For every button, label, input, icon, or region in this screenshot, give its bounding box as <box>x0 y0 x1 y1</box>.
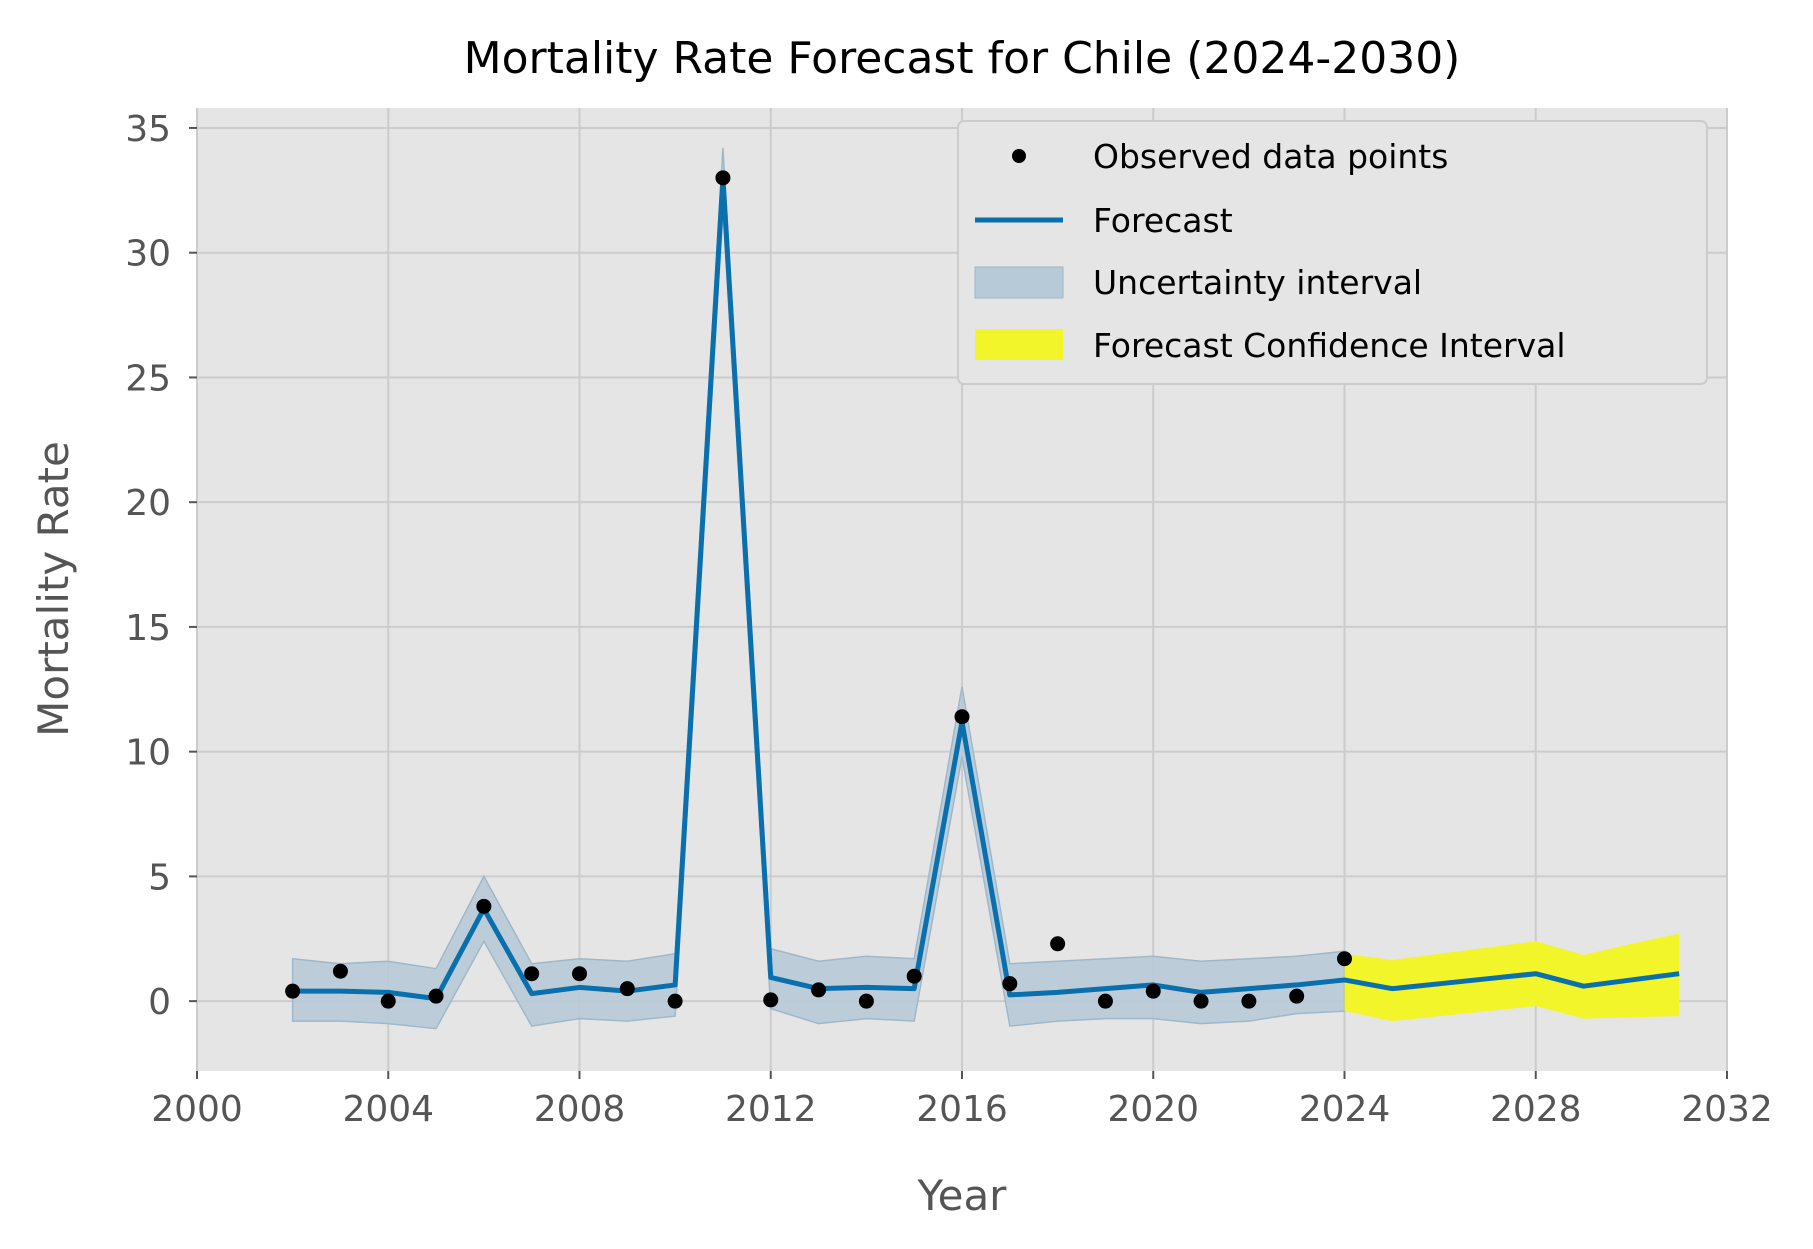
observed-series <box>285 170 1352 1009</box>
observed-point <box>1002 976 1018 992</box>
observed-point <box>763 992 779 1008</box>
legend-uncertainty-label: Uncertainty interval <box>1093 263 1422 302</box>
forecast-line <box>292 175 1680 1002</box>
legend-box <box>957 120 1708 385</box>
observed-point <box>1145 983 1161 999</box>
observed-point <box>476 898 492 914</box>
observed-point <box>811 982 827 998</box>
observed-point <box>285 983 301 999</box>
legend-confidence-swatch <box>975 329 1063 360</box>
legend-observed-label: Observed data points <box>1093 137 1448 176</box>
observed-point <box>572 966 587 982</box>
observed-point <box>858 993 874 1009</box>
chart-title: Mortality Rate Forecast for Chile (2024-… <box>464 33 1461 84</box>
observed-point <box>906 968 922 984</box>
observed-point <box>332 963 348 979</box>
x-tick-label: 2024 <box>1299 1089 1391 1130</box>
observed-point <box>954 709 970 725</box>
legend-forecast-label: Forecast <box>1093 201 1233 240</box>
x-axis-ticks: 2000 2004 2008 2012 2016 2020 2024 2028 2032 <box>151 1071 1773 1130</box>
observed-point <box>1097 993 1113 1009</box>
observed-point <box>1050 936 1066 952</box>
y-tick-label: 15 <box>125 608 171 649</box>
y-tick-label: 0 <box>148 982 171 1023</box>
observed-point <box>1241 993 1257 1009</box>
observed-point <box>428 988 444 1004</box>
y-tick-label: 25 <box>125 358 171 399</box>
y-tick-label: 35 <box>125 109 171 150</box>
legend-uncertainty-swatch <box>974 266 1064 299</box>
x-tick-label: 2012 <box>725 1089 817 1130</box>
y-axis-ticks: 0 5 10 15 20 25 30 35 <box>125 109 197 1023</box>
observed-point <box>1289 988 1305 1004</box>
observed-point <box>380 993 396 1009</box>
x-tick-label: 2008 <box>534 1089 626 1130</box>
observed-point <box>1337 951 1352 967</box>
x-tick-label: 2004 <box>342 1089 434 1130</box>
y-tick-label: 30 <box>125 234 171 275</box>
observed-point <box>1193 993 1209 1009</box>
y-tick-label: 5 <box>148 857 171 898</box>
legend: Observed data points Forecast Uncertaint… <box>957 120 1708 385</box>
x-tick-label: 2028 <box>1490 1089 1582 1130</box>
y-axis-label: Mortality Rate <box>29 441 78 737</box>
x-axis-label: Year <box>917 1171 1008 1220</box>
forecast-series <box>292 175 1680 1002</box>
observed-point <box>667 993 683 1009</box>
y-tick-label: 20 <box>125 483 171 524</box>
legend-observed-marker <box>1012 149 1026 163</box>
legend-confidence-label: Forecast Confidence Interval <box>1093 326 1566 365</box>
observed-point <box>715 170 731 186</box>
y-tick-label: 10 <box>125 733 171 774</box>
x-tick-label: 2016 <box>916 1089 1008 1130</box>
observed-point <box>524 966 540 982</box>
x-tick-label: 2000 <box>151 1089 243 1130</box>
observed-point <box>619 981 635 997</box>
x-tick-label: 2032 <box>1681 1089 1773 1130</box>
x-tick-label: 2020 <box>1107 1089 1199 1130</box>
